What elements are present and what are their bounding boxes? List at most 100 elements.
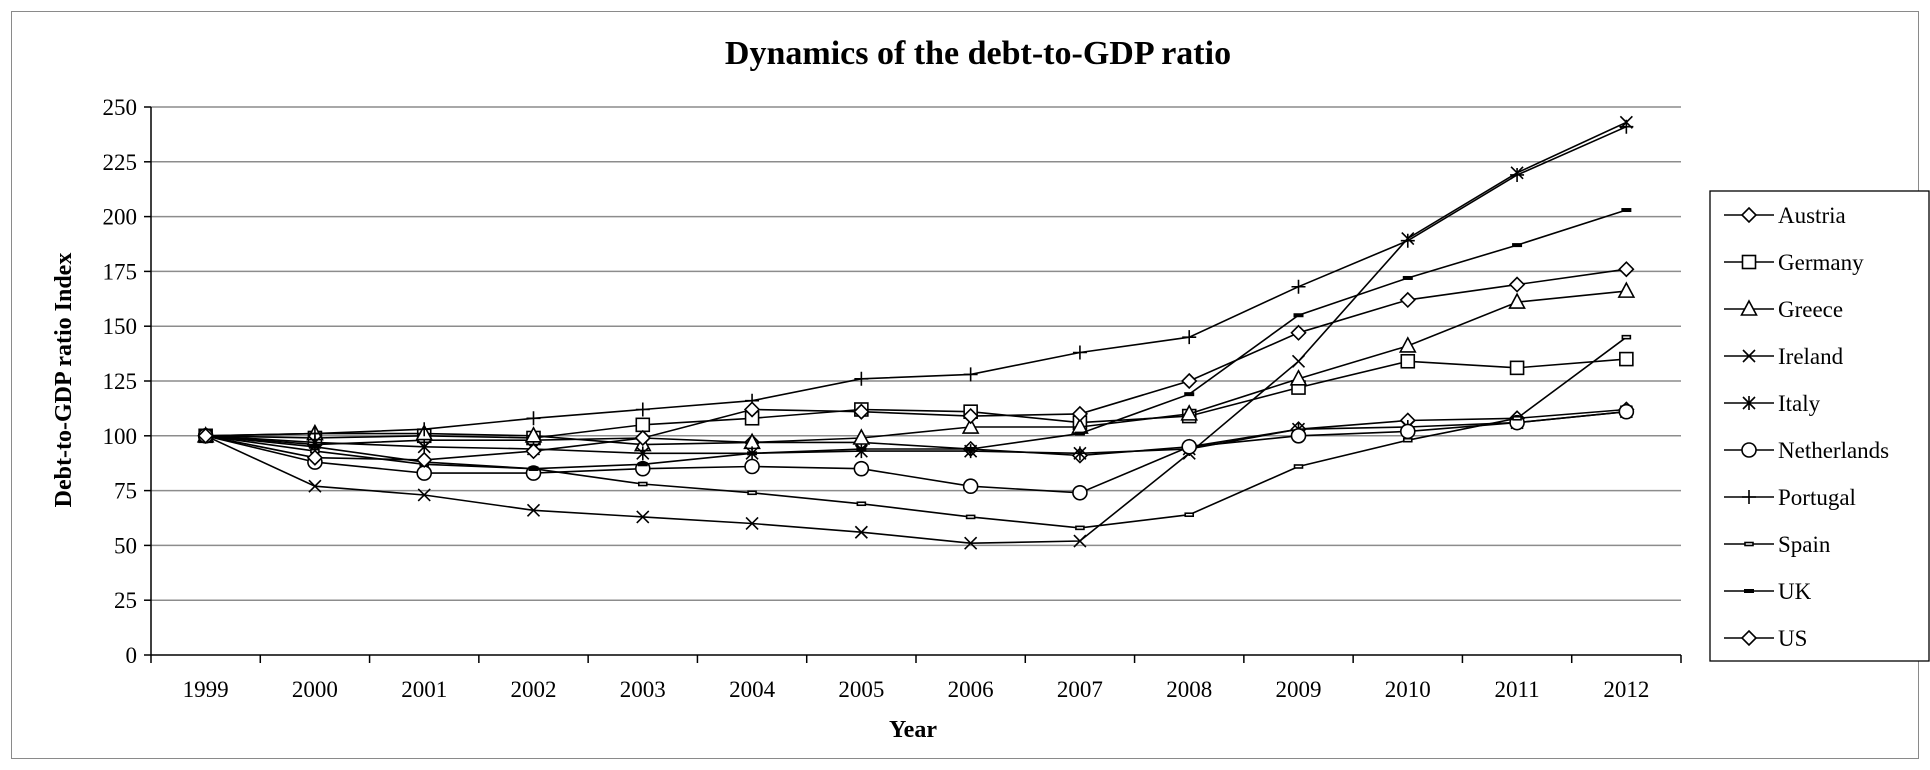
data-point [961,417,980,434]
data-point [1402,437,1413,443]
series-line [205,125,1627,437]
y-tick-label: 100 [103,424,138,449]
legend-label: Ireland [1778,344,1844,369]
series-line [205,410,1627,494]
legend-marker [1740,299,1758,316]
series-portugal [198,119,1634,443]
data-point [1398,336,1417,353]
data-point [1400,233,1415,248]
data-point [1290,427,1307,444]
data-point [1508,292,1526,309]
data-point [1184,512,1195,518]
data-point [1075,525,1085,531]
data-point [852,428,871,445]
data-point [1184,392,1195,397]
legend-item: Netherlands [1724,438,1889,463]
series-group [196,115,1636,550]
y-tick-label: 75 [114,479,137,504]
data-point [744,458,760,475]
data-point [964,536,978,550]
x-tick-label: 2002 [511,677,557,702]
data-point [1071,405,1089,423]
data-point [856,446,867,451]
y-tick-label: 50 [114,533,137,558]
data-point [1619,351,1634,367]
legend-label: UK [1778,579,1812,604]
data-point [524,426,543,443]
data-point [308,479,322,493]
data-point [1073,534,1087,548]
data-point [525,443,542,460]
data-point [1621,208,1632,213]
x-axis-label: Year [889,717,937,743]
data-point [526,411,541,426]
data-point [1399,423,1416,440]
data-point [965,446,976,451]
y-tick-label: 25 [114,588,137,613]
legend-label: Greece [1778,297,1843,322]
data-point [1399,291,1416,309]
series-line [205,268,1627,461]
data-point [1290,324,1307,341]
y-tick-label: 225 [103,150,138,175]
data-point [1291,279,1306,294]
data-point [963,367,978,382]
legend-label: Netherlands [1778,438,1889,463]
legend-label: Germany [1778,250,1864,275]
data-point [197,427,214,444]
legend-item: Austria [1724,203,1846,228]
data-point [526,503,541,517]
data-point [637,462,648,467]
data-point [1618,261,1635,278]
legend-marker [1741,254,1757,270]
data-point [1293,313,1304,318]
legend-label: Italy [1778,391,1821,416]
series-line [205,358,1627,439]
legend-box [1709,190,1930,662]
x-tick-label: 2010 [1385,677,1431,702]
axes: 0 25 50 75 100 125 150 175 200 225 250 1999 2000 2001… [103,95,1682,702]
data-point [1618,403,1635,420]
data-point [1181,372,1198,390]
data-point [636,510,650,524]
legend-marker [1740,206,1758,224]
data-point [1181,438,1198,455]
legend-item: Spain [1724,532,1831,557]
data-point [747,451,758,456]
legend-item: Germany [1724,250,1864,275]
x-tick-label: 2001 [401,677,447,702]
data-point [747,490,757,496]
legend-item: Italy [1724,391,1821,416]
data-point [309,444,320,449]
legend-marker [1740,629,1758,647]
legend-marker [1742,349,1756,363]
y-axis-label: Debt-to-GDP ratio Index [51,253,77,508]
series-ireland [199,115,1633,550]
x-tick-label: 1999 [183,677,229,702]
data-point [1072,345,1087,360]
legend-label: Portugal [1778,485,1856,510]
data-point [1512,243,1523,248]
data-point [634,429,651,447]
x-tick-label: 2012 [1603,677,1649,702]
data-point [1291,354,1306,368]
data-point [1400,353,1416,369]
legend-marker [1744,541,1754,547]
data-point [1617,281,1636,298]
series-netherlands [197,403,1635,501]
series-line [205,290,1627,446]
data-point [1619,119,1634,134]
legend-label: Austria [1778,203,1846,228]
legend-marker [1741,442,1757,458]
data-point [637,481,648,487]
x-tick-label: 2000 [292,677,338,702]
data-point [1621,334,1632,340]
data-point [1508,276,1526,293]
y-tick-label: 0 [126,643,138,668]
y-tick-label: 150 [103,314,138,339]
series-line [205,121,1627,545]
x-tick-label: 2009 [1276,677,1322,702]
legend-item: US [1724,626,1807,651]
data-point [635,417,651,433]
